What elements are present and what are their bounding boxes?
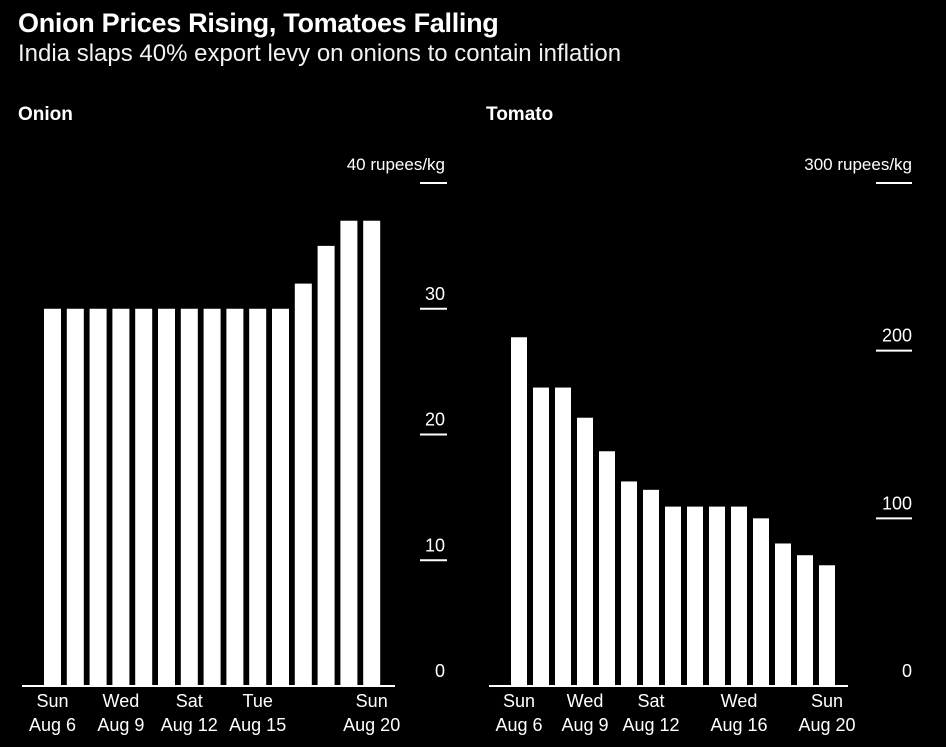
bar-aug-18 — [317, 245, 335, 686]
x-tick-day: Sat — [637, 691, 664, 711]
bar-aug-8 — [89, 308, 107, 686]
bar-aug-20 — [819, 565, 835, 686]
bar-aug-15 — [249, 308, 267, 686]
bar-aug-18 — [775, 543, 791, 686]
x-tick-day: Wed — [567, 691, 604, 711]
bar-aug-17 — [753, 518, 769, 686]
y-tick-label: 0 — [435, 661, 445, 681]
bar-aug-19 — [340, 220, 358, 686]
y-tick-label: 10 — [425, 535, 445, 555]
panel-title: Tomato — [486, 104, 553, 125]
x-tick-date: Aug 15 — [229, 715, 286, 735]
x-tick-day: Sat — [176, 691, 203, 711]
bar-aug-15 — [709, 506, 725, 686]
bar-aug-6 — [44, 308, 61, 686]
x-tick-date: Aug 9 — [97, 715, 144, 735]
x-tick-date: Aug 20 — [343, 715, 400, 735]
bar-aug-11 — [621, 481, 637, 686]
bar-aug-8 — [555, 387, 571, 686]
bar-aug-10 — [599, 451, 615, 686]
bar-aug-7 — [66, 308, 84, 686]
bar-aug-10 — [135, 308, 153, 686]
chart-subtitle: India slaps 40% export levy on onions to… — [18, 40, 622, 67]
x-tick-day: Sun — [503, 691, 535, 711]
bar-aug-13 — [203, 308, 221, 686]
onion-panel: Onion 40 rupees/kg 0 10 20 30 Sun Aug 6 Wed Aug 9… — [18, 104, 447, 735]
x-tick-day: Wed — [103, 691, 140, 711]
panel-title: Onion — [18, 104, 73, 125]
x-tick-date: Aug 9 — [561, 715, 608, 735]
x-tick-date: Aug 6 — [29, 715, 76, 735]
x-tick-day: Sun — [811, 691, 843, 711]
bar-aug-13 — [665, 506, 681, 686]
bar-aug-19 — [797, 555, 813, 686]
x-tick-date: Aug 20 — [798, 715, 855, 735]
bar-aug-17 — [294, 283, 312, 686]
bar-aug-14 — [687, 506, 703, 686]
bar-aug-9 — [577, 417, 593, 686]
y-tick-label: 200 — [882, 326, 912, 346]
x-tick-day: Sun — [356, 691, 388, 711]
bar-aug-11 — [158, 308, 175, 686]
y-tick-label: 30 — [425, 284, 445, 304]
x-tick-day: Tue — [243, 691, 273, 711]
y-unit-label: 40 rupees/kg — [347, 155, 445, 174]
bar-aug-7 — [533, 387, 549, 686]
bar-aug-9 — [112, 308, 130, 686]
bar-aug-20 — [363, 220, 381, 686]
y-unit-label: 300 rupees/kg — [804, 155, 912, 174]
bar-aug-16 — [272, 308, 289, 686]
x-tick-day: Wed — [721, 691, 758, 711]
chart-title: Onion Prices Rising, Tomatoes Falling — [18, 8, 499, 38]
bar-aug-12 — [180, 308, 198, 686]
tomato-panel: Tomato 300 rupees/kg 0 100 200 Sun Aug 6 Wed Aug… — [486, 104, 912, 735]
x-tick-date: Aug 12 — [622, 715, 679, 735]
y-tick-label: 100 — [882, 493, 912, 513]
x-tick-date: Aug 16 — [710, 715, 767, 735]
y-tick-label: 0 — [902, 661, 912, 681]
bar-aug-16 — [731, 506, 747, 686]
x-tick-date: Aug 6 — [495, 715, 542, 735]
x-tick-day: Sun — [36, 691, 68, 711]
bar-aug-14 — [226, 308, 244, 686]
y-tick-label: 20 — [425, 410, 445, 430]
bar-aug-12 — [643, 489, 659, 686]
x-tick-date: Aug 12 — [161, 715, 218, 735]
bar-aug-6 — [511, 337, 527, 686]
